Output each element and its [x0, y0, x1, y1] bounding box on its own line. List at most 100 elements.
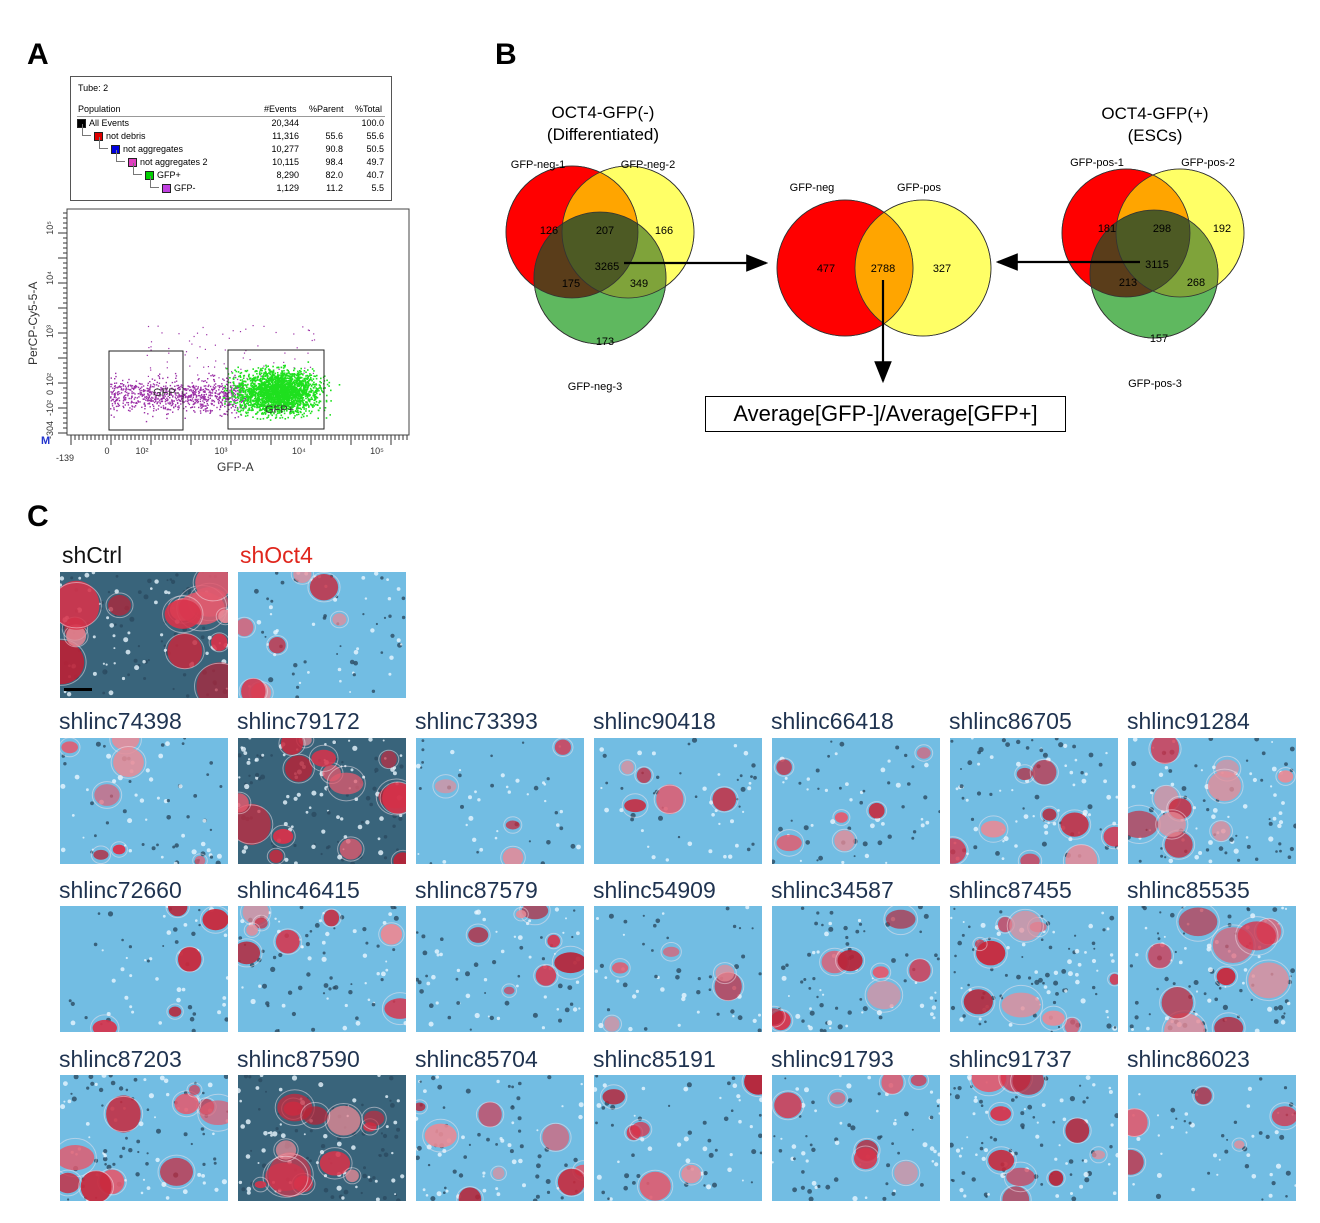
event-dot-pos	[318, 389, 320, 392]
event-dot-pos	[248, 407, 251, 410]
event-dot-pos	[290, 404, 292, 406]
event-dot-pos	[309, 373, 311, 375]
event-dot-pos	[248, 389, 250, 391]
event-dot-neg	[223, 413, 226, 415]
event-dot-pos	[255, 401, 257, 403]
event-dot-pos	[250, 387, 253, 390]
event-dot-neg	[138, 396, 140, 398]
event-dot-pos	[301, 400, 304, 403]
event-dot-neg	[118, 399, 121, 402]
event-dot-pos	[289, 412, 291, 415]
event-dot-neg	[114, 402, 116, 405]
event-dot-pos	[278, 395, 280, 397]
event-dot-pos	[277, 399, 280, 402]
event-dot-neg	[147, 389, 149, 392]
event-dot-pos	[249, 404, 252, 407]
event-dot-neg	[187, 385, 189, 387]
event-dot-neg	[171, 399, 173, 401]
event-dot-pos	[323, 375, 326, 377]
event-dot-pos	[267, 394, 269, 397]
event-dot-neg	[124, 391, 126, 393]
event-dot-neg	[143, 403, 145, 405]
event-dot-neg	[226, 392, 228, 395]
event-dot-neg	[117, 391, 119, 393]
event-dot-pos	[291, 403, 294, 405]
event-dot-pos	[237, 366, 239, 369]
event-dot-pos	[310, 403, 312, 405]
event-dot-pos	[252, 374, 254, 377]
event-dot-pos	[264, 384, 266, 386]
event-dot-neg	[180, 400, 182, 402]
event-dot-neg	[137, 393, 139, 395]
event-dot-neg	[228, 398, 230, 400]
event-dot-pos	[290, 382, 293, 385]
event-dot-neg	[181, 386, 184, 389]
event-dot-neg	[193, 402, 195, 405]
event-dot-pos	[289, 395, 292, 397]
event-dot-pos	[304, 389, 306, 392]
venn-set-label: GFP-pos-1	[1070, 157, 1124, 169]
event-dot-neg	[166, 367, 168, 369]
event-dot-pos	[272, 371, 275, 373]
event-dot-pos	[283, 404, 286, 406]
event-dot-pos	[250, 382, 252, 385]
event-dot-pos	[320, 381, 322, 384]
event-dot-neg	[234, 374, 236, 377]
event-dot-neg	[219, 397, 221, 399]
event-dot-pos	[268, 381, 270, 383]
event-dot-neg	[181, 391, 183, 393]
event-dot-neg	[138, 382, 141, 385]
tube-label: Tube: 2	[78, 83, 109, 93]
event-dot-pos	[300, 408, 302, 411]
event-dot-neg	[162, 407, 165, 409]
event-dot-pos	[286, 407, 288, 410]
event-dot-pos	[297, 389, 299, 391]
event-dot-pos	[294, 390, 297, 392]
event-dot-pos	[282, 389, 284, 391]
control-label: shOct4	[240, 542, 313, 568]
event-dot-pos	[231, 403, 234, 406]
event-dot-pos	[270, 384, 272, 387]
event-dot-neg	[136, 397, 138, 399]
event-dot-pos	[272, 376, 274, 378]
event-dot-pos	[279, 417, 281, 419]
event-dot-pos	[286, 405, 288, 408]
event-dot-neg	[210, 411, 212, 413]
knockdown-label: shlinc34587	[771, 877, 894, 903]
event-dot-pos	[305, 389, 308, 392]
knockdown-micrograph	[238, 1075, 406, 1201]
event-dot-pos	[258, 378, 261, 381]
event-dot-pos	[288, 393, 290, 396]
event-dot-pos	[260, 367, 262, 370]
population-total: 50.5	[366, 144, 384, 154]
event-dot-pos	[294, 384, 297, 386]
event-dot-neg	[154, 392, 156, 394]
event-dot-neg	[139, 387, 142, 390]
event-dot-pos	[245, 395, 247, 398]
event-dot-pos	[282, 394, 285, 397]
population-parent: 55.6	[325, 131, 343, 141]
event-dot-pos	[259, 409, 262, 412]
event-dot-pos	[246, 369, 249, 372]
venn-count: 349	[630, 278, 648, 290]
event-dot-pos	[283, 410, 286, 412]
event-dot-neg	[118, 386, 120, 388]
event-dot-pos	[259, 401, 262, 404]
event-dot-pos	[296, 400, 299, 402]
event-dot-neg	[263, 365, 265, 367]
event-dot-neg	[117, 398, 119, 400]
event-dot-neg	[230, 388, 233, 390]
event-dot-neg	[150, 393, 153, 395]
population-events: 11,316	[272, 131, 299, 141]
event-dot-pos	[306, 393, 309, 396]
event-dot-neg	[206, 399, 208, 401]
event-dot-pos	[291, 385, 293, 387]
event-dot-pos	[291, 387, 294, 389]
event-dot-pos	[324, 387, 326, 389]
event-dot-neg	[177, 396, 179, 399]
event-dot-pos	[294, 394, 296, 397]
event-dot-pos	[260, 382, 263, 385]
event-dot-neg	[146, 390, 148, 392]
event-dot-pos	[250, 396, 253, 399]
event-dot-neg	[155, 396, 157, 398]
